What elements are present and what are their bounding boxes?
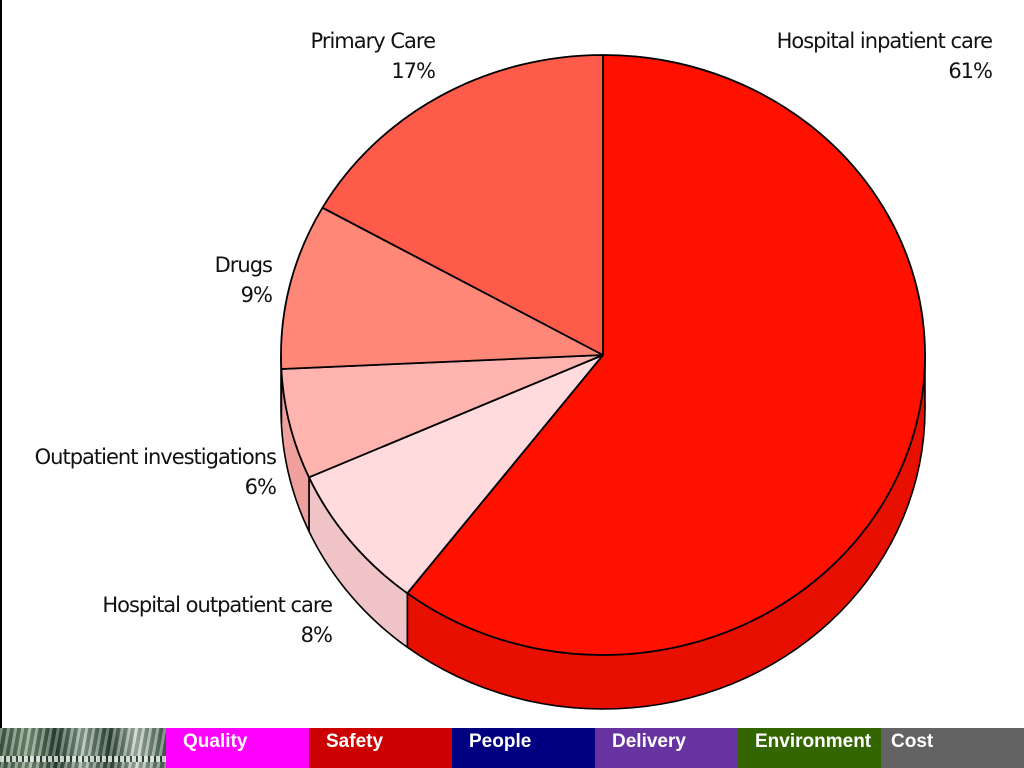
footer-tab-quality[interactable]: Quality	[166, 728, 309, 768]
label-primary-care-name: Primary Care	[310, 29, 436, 53]
footer-tab-safety[interactable]: Safety	[309, 728, 452, 768]
label-drugs: Drugs 9%	[214, 250, 273, 310]
left-border-line	[0, 0, 2, 728]
pie-slice-primary-care	[321, 54, 604, 356]
label-outpatient-investigations-pct: 6%	[244, 475, 277, 499]
label-primary-care: Primary Care 17%	[310, 26, 436, 86]
pie-chart	[280, 54, 926, 710]
pie-slice-hospital-outpatient-care	[308, 354, 604, 595]
footer-tab-cost[interactable]: Cost	[881, 728, 1024, 768]
label-hospital-outpatient-care-name: Hospital outpatient care	[102, 593, 333, 617]
label-drugs-pct: 9%	[240, 283, 273, 307]
label-outpatient-investigations-name: Outpatient investigations	[34, 445, 277, 469]
label-outpatient-investigations: Outpatient investigations 6%	[34, 442, 277, 502]
footer-bar: Quality Safety People Delivery Environme…	[0, 728, 1024, 768]
footer-tab-environment[interactable]: Environment	[738, 728, 881, 768]
pie-slice-drugs	[280, 206, 604, 370]
footer-tab-delivery[interactable]: Delivery	[595, 728, 738, 768]
label-hospital-inpatient-care-name: Hospital inpatient care	[776, 29, 993, 53]
label-hospital-inpatient-care-pct: 61%	[948, 59, 993, 83]
label-hospital-inpatient-care: Hospital inpatient care 61%	[776, 26, 993, 86]
footer-photo-strip	[0, 728, 166, 768]
label-hospital-outpatient-care-pct: 8%	[300, 623, 333, 647]
pie-slice-outpatient-investigations	[280, 354, 604, 479]
footer-tab-people[interactable]: People	[452, 728, 595, 768]
label-primary-care-pct: 17%	[391, 59, 436, 83]
label-hospital-outpatient-care: Hospital outpatient care 8%	[102, 590, 333, 650]
label-drugs-name: Drugs	[214, 253, 273, 277]
pie-slice-hospital-inpatient-care	[406, 54, 926, 656]
